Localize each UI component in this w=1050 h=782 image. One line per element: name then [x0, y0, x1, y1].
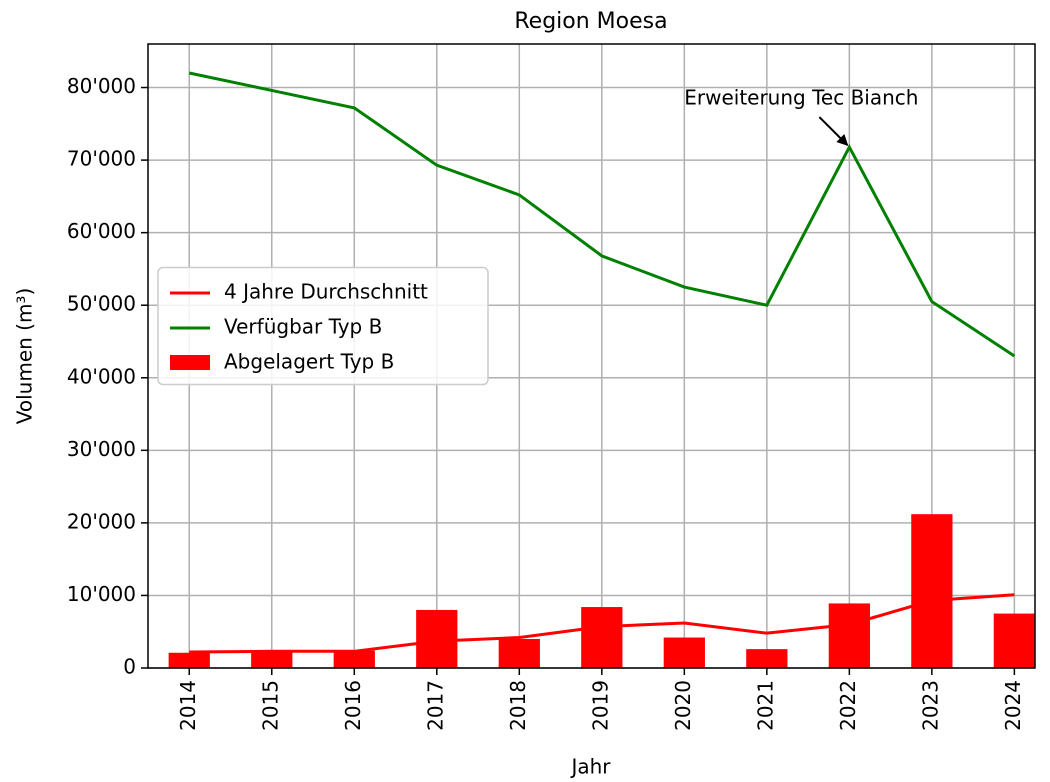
bar — [911, 514, 953, 668]
y-tick-label: 0 — [123, 655, 136, 679]
y-tick-label: 80'000 — [67, 74, 136, 98]
legend-label: 4 Jahre Durchschnitt — [224, 280, 428, 304]
y-tick-label: 70'000 — [67, 147, 136, 171]
chart-title: Region Moesa — [514, 9, 667, 34]
x-tick-label: 2014 — [176, 680, 200, 731]
bar — [993, 613, 1035, 668]
y-tick-label: 30'000 — [67, 437, 136, 461]
x-tick-label: 2022 — [836, 680, 860, 731]
bar — [498, 638, 540, 668]
bar — [251, 650, 293, 668]
y-tick-label: 50'000 — [67, 292, 136, 316]
x-tick-label: 2020 — [671, 680, 695, 731]
line — [189, 593, 1015, 654]
annotation: Erweiterung Tec Bianch — [684, 86, 918, 110]
x-tick-label: 2023 — [918, 680, 942, 731]
legend-swatch — [170, 355, 210, 370]
line — [188, 71, 1016, 358]
x-axis-label: Jahr — [569, 755, 611, 779]
bar — [746, 649, 788, 668]
x-tick-label: 2016 — [341, 680, 365, 731]
y-tick-label: 40'000 — [67, 364, 136, 388]
x-tick-label: 2024 — [1001, 680, 1025, 731]
y-tick-label: 10'000 — [67, 582, 136, 606]
x-tick-label: 2019 — [588, 680, 612, 731]
legend-label: Verfügbar Typ B — [224, 315, 382, 339]
annotation-arrowhead — [836, 134, 849, 147]
bar — [333, 650, 375, 668]
x-tick-label: 2015 — [258, 680, 282, 731]
bar — [663, 637, 705, 668]
legend-label: Abgelagert Typ B — [224, 350, 394, 374]
legend-box — [157, 266, 489, 386]
x-tick-label: 2018 — [506, 680, 530, 731]
bar — [581, 607, 623, 668]
bar — [168, 652, 210, 668]
x-tick-label: 2021 — [753, 680, 777, 731]
y-tick-label: 60'000 — [67, 219, 136, 243]
plot-frame — [147, 43, 1036, 669]
y-tick-label: 20'000 — [67, 509, 136, 533]
x-tick-label: 2017 — [423, 680, 447, 731]
y-axis-label: Volumen (m³) — [13, 288, 37, 425]
bar — [828, 603, 870, 668]
bar — [416, 609, 458, 668]
